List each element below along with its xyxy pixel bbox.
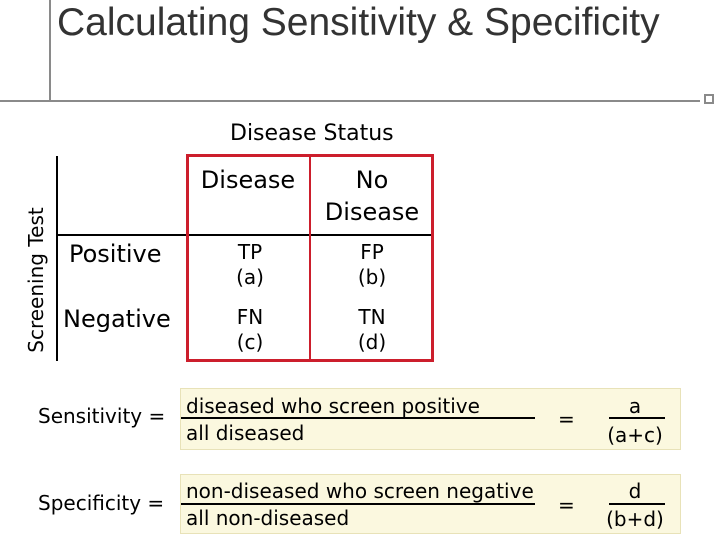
col-header-no-disease: No Disease: [312, 164, 432, 228]
cell-false-positive: FP (b): [312, 240, 432, 290]
col-header-no-disease-line2: Disease: [324, 198, 420, 226]
col-header-disease-line2: Disease: [200, 166, 296, 194]
table-left-border: [56, 156, 58, 361]
table-header-divider: [56, 234, 434, 236]
cell-true-negative: TN (d): [312, 305, 432, 355]
specificity-result-numerator: d: [628, 479, 642, 503]
col-header-disease: Disease: [188, 164, 308, 196]
specificity-equals: =: [558, 493, 575, 517]
sensitivity-numerator: diseased who screen positive: [186, 394, 480, 418]
sensitivity-result-bar: [609, 417, 665, 419]
title-accent-square: [704, 94, 714, 104]
title-accent-horizontal-line: [0, 100, 700, 102]
cell-code: TN: [358, 305, 386, 329]
sensitivity-equals: =: [558, 407, 575, 431]
row-header-negative: Negative: [63, 305, 171, 333]
sensitivity-label: Sensitivity =: [38, 404, 166, 428]
sensitivity-formula-background: [180, 388, 681, 450]
sensitivity-denominator: all diseased: [186, 421, 305, 445]
cell-true-positive: TP (a): [190, 240, 310, 290]
disease-status-label: Disease Status: [230, 121, 394, 146]
screening-test-label: Screening Test: [24, 207, 48, 353]
cell-code: FP: [360, 240, 384, 264]
cell-letter: (c): [236, 330, 264, 354]
row-header-positive: Positive: [69, 240, 162, 268]
cell-false-negative: FN (c): [190, 305, 310, 355]
col-header-no-disease-line1: No: [355, 166, 389, 194]
sensitivity-result-denominator: (a+c): [607, 423, 663, 447]
disease-columns-divider: [309, 154, 311, 362]
cell-letter: (b): [357, 265, 387, 289]
sensitivity-fraction-bar: [181, 417, 535, 419]
cell-code: FN: [236, 305, 264, 329]
cell-letter: (a): [236, 265, 264, 289]
specificity-result-bar: [609, 503, 665, 505]
specificity-result-denominator: (b+d): [606, 507, 664, 531]
specificity-label: Specificity =: [38, 491, 165, 515]
specificity-numerator: non-diseased who screen negative: [186, 479, 534, 503]
slide-title: Calculating Sensitivity & Specificity: [57, 1, 660, 44]
specificity-denominator: all non-diseased: [186, 506, 350, 530]
sensitivity-result-numerator: a: [628, 394, 642, 418]
specificity-fraction-bar: [181, 503, 535, 505]
cell-code: TP: [237, 240, 263, 264]
cell-letter: (d): [357, 330, 387, 354]
title-accent-vertical-line: [49, 0, 51, 100]
